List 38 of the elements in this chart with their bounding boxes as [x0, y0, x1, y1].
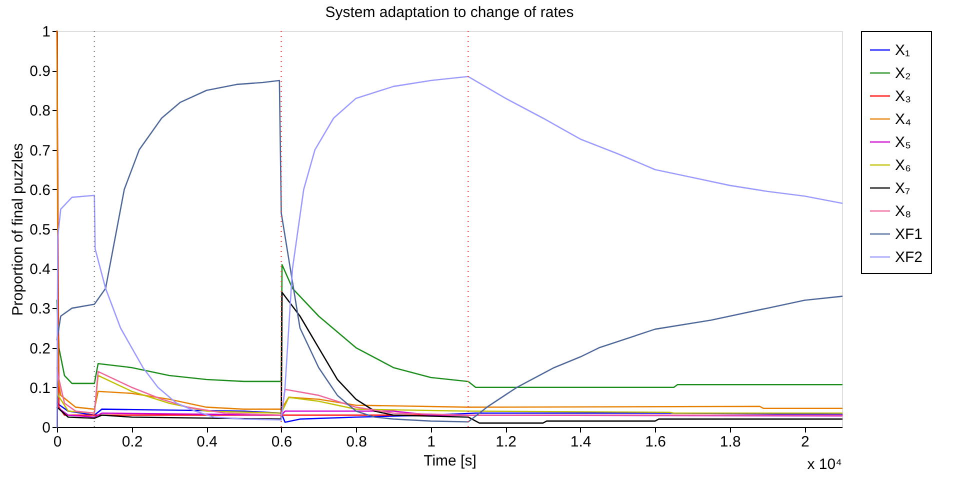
y-tick-label: 0.9: [30, 63, 50, 80]
x-tick-label: 1: [427, 434, 436, 450]
text: x 10⁴: [807, 456, 842, 473]
x-tick-label: 0.6: [271, 434, 292, 450]
y-tick-label: 1: [42, 24, 50, 40]
legend-label: XF2: [895, 249, 923, 266]
x-tick-label: 1.8: [720, 434, 741, 450]
x-tick-label: 0: [53, 434, 62, 450]
line-series: [56, 264, 843, 388]
y-tick-label: 0.7: [30, 142, 50, 160]
legend-label: X₁: [895, 42, 910, 59]
legend-label: XF1: [895, 226, 923, 243]
legend-label: X₄: [895, 111, 912, 128]
y-tick-label: 0.6: [30, 182, 50, 199]
x-tick-label: 1.6: [645, 434, 666, 450]
legend-label: X₈: [895, 203, 912, 220]
y-tick-label: 0.8: [30, 102, 50, 120]
y-tick-label: 0: [42, 420, 50, 436]
y-axis-title: Proportion of final puzzles: [10, 143, 27, 316]
line-series: [56, 374, 843, 414]
y-tick-label: 0.3: [30, 300, 50, 318]
y-tick-label: 0.1: [30, 380, 50, 397]
chart-title: System adaptation to change of rates: [325, 4, 574, 21]
x-axis-title: Time [s]: [424, 452, 476, 470]
x-tick-label: 2: [800, 434, 810, 450]
y-tick-label: 0.2: [30, 340, 50, 358]
x-tick-label: 0.4: [196, 434, 218, 450]
legend-label: X₃: [895, 88, 912, 105]
legend-label: X₅: [895, 134, 912, 151]
x-tick-label: 0.2: [122, 434, 143, 450]
legend-label: X₂: [895, 65, 912, 82]
x-tick-label: 1.2: [496, 434, 516, 450]
legend-label: X₆: [895, 157, 912, 174]
y-tick-label: 0.4: [30, 261, 50, 278]
x-tick-label: 1.4: [570, 434, 592, 450]
x-tick-label: 0.8: [346, 434, 367, 450]
y-tick-label: 0.5: [30, 222, 50, 238]
legend-label: X₇: [895, 180, 910, 197]
